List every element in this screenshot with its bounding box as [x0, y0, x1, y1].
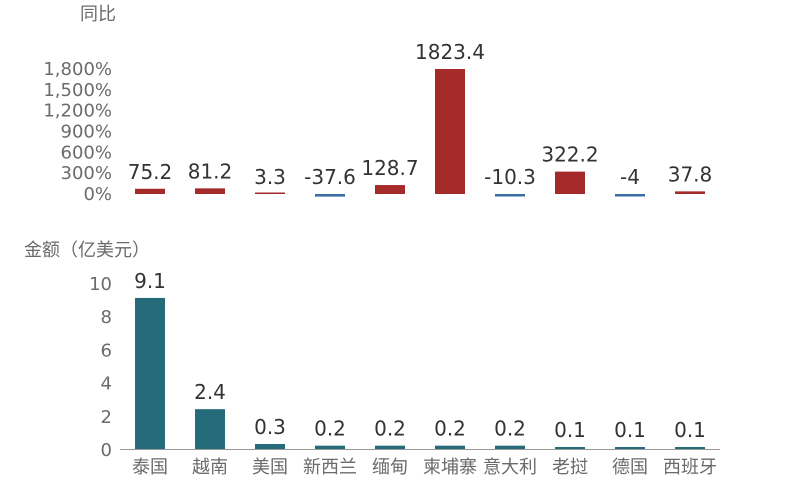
yoy-bar-0: [135, 188, 165, 194]
amount-bar-8: [615, 447, 645, 449]
amount-y-tick-label: 2: [101, 407, 112, 428]
amount-y-axis: 0 2 4 6 8 10: [89, 274, 112, 461]
amount-data-label: 0.1: [614, 418, 646, 442]
amount-category-label: 德国: [612, 457, 648, 478]
yoy-bar-3: [315, 194, 345, 197]
yoy-data-label: 322.2: [541, 143, 598, 167]
yoy-bar-9: [675, 191, 705, 194]
amount-data-labels: 9.1 2.4 0.3 0.2 0.2 0.2 0.2 0.1 0.1 0.1: [134, 269, 706, 442]
amount-bar-6: [495, 445, 525, 449]
amount-data-label: 9.1: [134, 269, 166, 293]
amount-category-label: 柬埔寨: [423, 457, 477, 478]
yoy-bar-6: [495, 194, 525, 197]
yoy-bar-4: [375, 185, 405, 194]
yoy-y-tick-label: 1,500%: [43, 80, 112, 101]
amount-y-tick-label: 0: [101, 440, 112, 461]
yoy-bars: [135, 69, 705, 197]
amount-bar-1: [195, 409, 225, 449]
amount-data-label: 0.2: [314, 417, 346, 441]
amount-data-label: 0.2: [434, 417, 466, 441]
amount-y-tick-label: 8: [101, 307, 112, 328]
yoy-y-tick-label: 600%: [61, 142, 112, 163]
amount-bar-2: [255, 444, 285, 449]
amount-y-tick-label: 4: [101, 374, 112, 395]
yoy-y-tick-label: 0%: [83, 184, 112, 205]
amount-category-label: 泰国: [132, 457, 168, 478]
amount-bar-7: [555, 447, 585, 449]
amount-y-tick-label: 6: [101, 340, 112, 361]
amount-data-label: 0.1: [674, 418, 706, 442]
amount-axis-title: 金额（亿美元）: [24, 240, 150, 261]
amount-bars: [135, 297, 705, 449]
amount-data-label: 0.3: [254, 415, 286, 439]
amount-x-axis: 泰国 越南 美国 新西兰 缅甸 柬埔寨 意大利 老挝 德国 西班牙: [132, 457, 717, 478]
yoy-data-label: 37.8: [668, 162, 713, 186]
yoy-data-label: -37.6: [304, 165, 356, 189]
yoy-y-axis: 0%300%600%900%1,200%1,500%1,800%: [43, 59, 112, 205]
yoy-y-tick-label: 900%: [61, 122, 112, 143]
amount-category-label: 美国: [252, 457, 288, 478]
amount-bar-3: [315, 445, 345, 449]
yoy-data-label: 81.2: [188, 159, 233, 183]
amount-bar-0: [135, 297, 165, 449]
yoy-data-label: 1823.4: [415, 40, 485, 64]
yoy-axis-title: 同比: [80, 4, 116, 25]
yoy-data-label: -4: [620, 165, 640, 189]
amount-category-label: 西班牙: [663, 457, 717, 478]
amount-chart: 金额（亿美元） 0 2 4 6 8 10 9.1 2.4 0.3 0.2 0.2 0.2 0.2 0.1…: [24, 240, 720, 478]
yoy-bar-7: [555, 171, 585, 194]
yoy-y-tick-label: 300%: [61, 163, 112, 184]
amount-data-label: 0.1: [554, 418, 586, 442]
amount-category-label: 缅甸: [372, 457, 408, 478]
amount-bar-4: [375, 445, 405, 449]
amount-y-tick-label: 10: [89, 274, 112, 295]
amount-category-label: 新西兰: [303, 457, 357, 478]
yoy-bar-2: [255, 192, 285, 194]
amount-category-label: 越南: [192, 457, 228, 478]
yoy-data-label: 75.2: [128, 160, 173, 184]
amount-data-label: 0.2: [494, 417, 526, 441]
yoy-bar-1: [195, 188, 225, 194]
yoy-chart: 同比 0%300%600%900%1,200%1,500%1,800% 75.2…: [43, 4, 712, 205]
amount-data-label: 2.4: [194, 380, 226, 404]
yoy-y-tick-label: 1,200%: [43, 101, 112, 122]
amount-category-label: 老挝: [552, 457, 588, 478]
amount-bar-5: [435, 445, 465, 449]
yoy-bar-8: [615, 194, 645, 197]
yoy-y-tick-label: 1,800%: [43, 59, 112, 80]
yoy-data-label: 128.7: [361, 156, 418, 180]
yoy-bar-5: [435, 69, 465, 194]
amount-bar-9: [675, 447, 705, 449]
amount-category-label: 意大利: [483, 457, 537, 478]
amount-data-label: 0.2: [374, 417, 406, 441]
yoy-data-label: -10.3: [484, 165, 536, 189]
yoy-data-label: 3.3: [254, 165, 286, 189]
